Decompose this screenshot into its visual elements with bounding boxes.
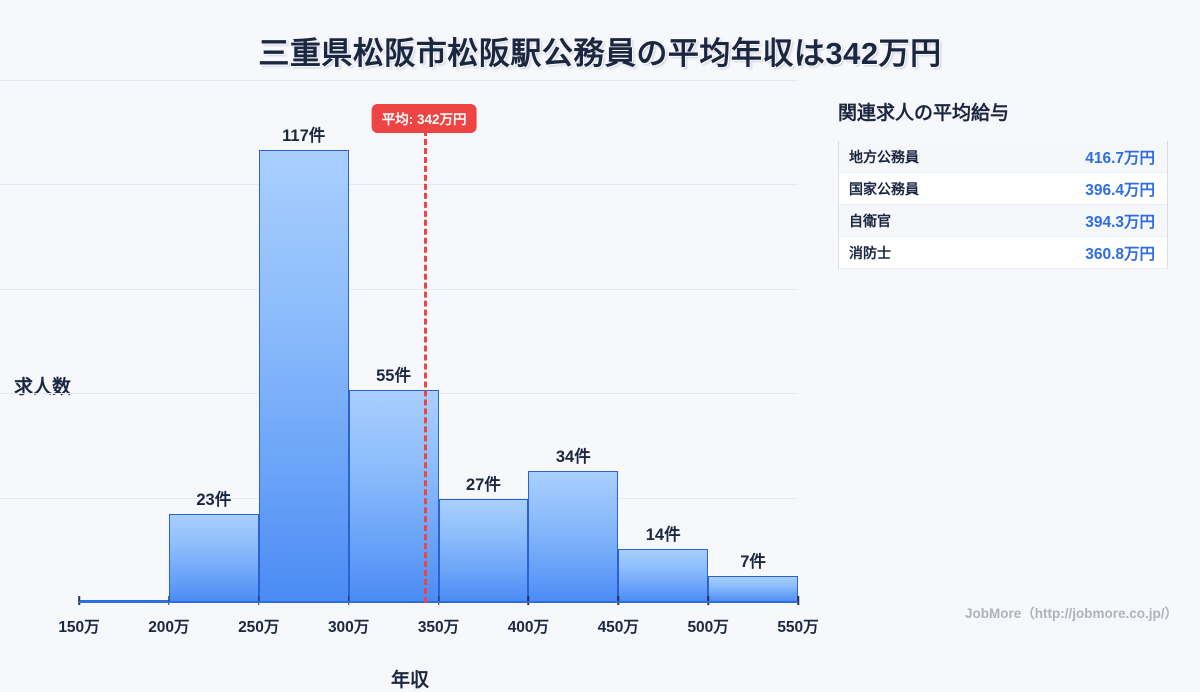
salary-job-name: 地方公務員 — [849, 148, 919, 165]
histogram-bar — [348, 390, 439, 603]
x-tick-label: 150万 — [58, 619, 100, 636]
x-tick-mark — [527, 596, 530, 605]
average-badge: 平均: 342万円 — [371, 104, 477, 133]
x-tick-label: 450万 — [597, 619, 639, 636]
gridline — [0, 79, 798, 81]
x-tick-mark — [168, 596, 170, 605]
x-axis-label: 年収 — [390, 670, 429, 691]
x-tick-label: 400万 — [507, 619, 550, 636]
salary-job-name: 自衛官 — [849, 212, 891, 229]
salary-table: 地方公務員 416.7万円国家公務員 396.4万円自衛官 394.3万円消防士 360… — [838, 141, 1168, 269]
histogram-bar — [618, 548, 709, 603]
x-tick-mark — [707, 596, 709, 605]
salary-amount: 396.4万円 — [1085, 181, 1155, 199]
x-tick-mark — [797, 596, 799, 605]
salary-row: 地方公務員 416.7万円 — [839, 141, 1167, 173]
x-tick-mark — [617, 596, 619, 605]
y-axis-label: 求人数 — [14, 377, 72, 398]
histogram-bar — [258, 150, 349, 603]
x-tick-label: 500万 — [687, 619, 729, 636]
x-tick-label: 350万 — [417, 619, 460, 636]
histogram-chart: 求人数 年収 23件 117件 55件 27件 34件 14件 7件 150万 200万 250… — [0, 79, 820, 691]
salary-job-name: 消防士 — [849, 244, 891, 261]
bar-value-label: 14件 — [645, 525, 681, 544]
x-tick-mark — [347, 596, 350, 605]
bar-value-label: 7件 — [740, 552, 766, 571]
salary-row: 消防士 360.8万円 — [839, 237, 1167, 269]
plot-area: 23件 117件 55件 27件 34件 14件 7件 150万 200万 250万 300万 35… — [0, 79, 819, 636]
x-tick-mark — [78, 596, 80, 605]
footer-attribution: JobMore（http://jobmore.co.jp/） — [965, 606, 1178, 621]
histogram-bar — [708, 575, 798, 603]
x-tick-label: 250万 — [238, 619, 280, 636]
bar-value-label: 117件 — [282, 127, 326, 146]
gridline — [0, 184, 798, 186]
x-tick-label: 300万 — [327, 619, 370, 636]
bar-value-label: 34件 — [555, 448, 591, 467]
salary-amount: 360.8万円 — [1085, 245, 1155, 263]
histogram-bar — [528, 471, 619, 603]
bar-value-label: 23件 — [196, 491, 232, 510]
salary-job-name: 国家公務員 — [849, 180, 919, 197]
salary-row: 国家公務員 396.4万円 — [839, 173, 1167, 205]
x-tick-label: 550万 — [777, 619, 819, 636]
salary-amount: 394.3万円 — [1085, 213, 1155, 231]
average-line — [424, 130, 428, 603]
x-tick-mark — [258, 596, 260, 605]
histogram-bar — [168, 514, 259, 603]
salary-amount: 416.7万円 — [1085, 149, 1155, 167]
related-salary-panel: 関連求人の平均給与 地方公務員 416.7万円国家公務員 396.4万円自衛官 394… — [838, 98, 1168, 269]
side-panel-title: 関連求人の平均給与 — [838, 103, 1010, 124]
x-tick-mark — [437, 596, 440, 605]
x-tick-label: 200万 — [148, 619, 190, 636]
page-title: 三重県松阪市松阪駅公務員の平均年収は342万円 — [258, 36, 942, 71]
x-axis-baseline — [79, 601, 798, 603]
histogram-bar — [438, 498, 529, 603]
salary-row: 自衛官 394.3万円 — [839, 205, 1167, 237]
bar-value-label: 27件 — [466, 475, 501, 494]
bar-value-label: 55件 — [376, 367, 411, 386]
gridline — [0, 288, 798, 290]
